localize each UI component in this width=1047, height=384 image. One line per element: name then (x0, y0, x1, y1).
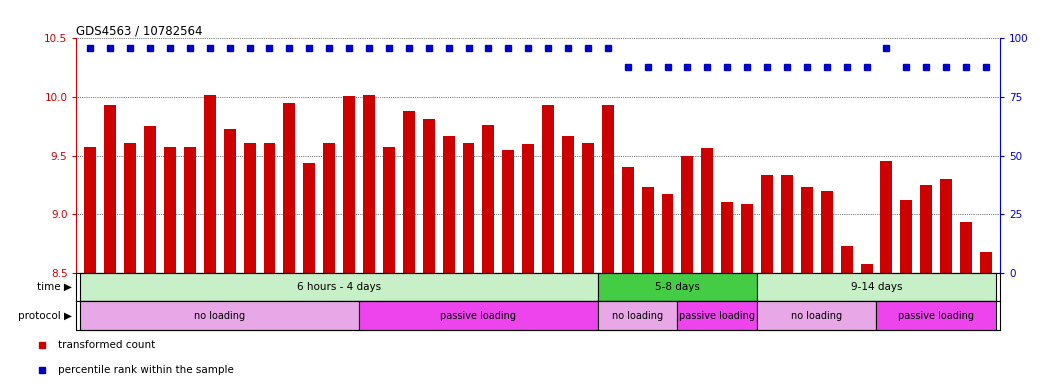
Bar (900, 200, 912, 273)
Bar (383, 147, 395, 273)
Bar (960, 222, 972, 273)
Text: no loading: no loading (612, 311, 663, 321)
Bar (801, 187, 812, 273)
Bar (359, 301, 598, 330)
Bar (821, 191, 832, 273)
Bar (761, 175, 773, 273)
Bar (144, 126, 156, 273)
Text: no loading: no loading (792, 311, 843, 321)
Bar (841, 246, 852, 273)
Bar (483, 125, 494, 273)
Bar (184, 147, 196, 273)
Bar (602, 105, 614, 273)
Text: passive loading: passive loading (680, 311, 755, 321)
Bar (105, 105, 116, 273)
Bar (598, 273, 757, 301)
Bar (940, 179, 952, 273)
Bar (622, 167, 633, 273)
Bar (677, 301, 757, 330)
Bar (781, 175, 793, 273)
Bar (224, 129, 236, 273)
Bar (876, 301, 996, 330)
Text: 9-14 days: 9-14 days (851, 282, 903, 292)
Bar (443, 136, 454, 273)
Bar (284, 103, 295, 273)
Bar (81, 273, 598, 301)
Bar (423, 119, 435, 273)
Bar (757, 301, 876, 330)
Text: time ▶: time ▶ (37, 282, 72, 292)
Text: transformed count: transformed count (58, 340, 155, 350)
Bar (264, 142, 275, 273)
Text: percentile rank within the sample: percentile rank within the sample (58, 365, 233, 375)
Text: passive loading: passive loading (441, 311, 516, 321)
Bar (503, 150, 514, 273)
Bar (81, 301, 359, 330)
Bar (125, 142, 136, 273)
Bar (741, 204, 753, 273)
Text: no loading: no loading (194, 311, 245, 321)
Bar (244, 142, 255, 273)
Bar (757, 273, 996, 301)
Bar (463, 142, 474, 273)
Bar (881, 161, 892, 273)
Bar (642, 187, 653, 273)
Bar (861, 265, 872, 273)
Text: 6 hours - 4 days: 6 hours - 4 days (297, 282, 381, 292)
Bar (304, 162, 315, 273)
Bar (522, 144, 534, 273)
Bar (403, 111, 415, 273)
Bar (363, 94, 375, 273)
Text: GDS4563 / 10782564: GDS4563 / 10782564 (76, 24, 203, 37)
Bar (980, 252, 992, 273)
Bar (582, 142, 594, 273)
Bar (662, 194, 673, 273)
Bar (721, 202, 733, 273)
Bar (682, 156, 693, 273)
Bar (204, 94, 216, 273)
Bar (85, 147, 96, 273)
Bar (701, 149, 713, 273)
Text: passive loading: passive loading (898, 311, 974, 321)
Text: protocol ▶: protocol ▶ (18, 311, 72, 321)
Bar (920, 185, 932, 273)
Bar (562, 136, 574, 273)
Bar (598, 301, 677, 330)
Bar (343, 96, 355, 273)
Bar (324, 142, 335, 273)
Bar (164, 147, 176, 273)
Text: 5-8 days: 5-8 days (655, 282, 699, 292)
Bar (542, 105, 554, 273)
